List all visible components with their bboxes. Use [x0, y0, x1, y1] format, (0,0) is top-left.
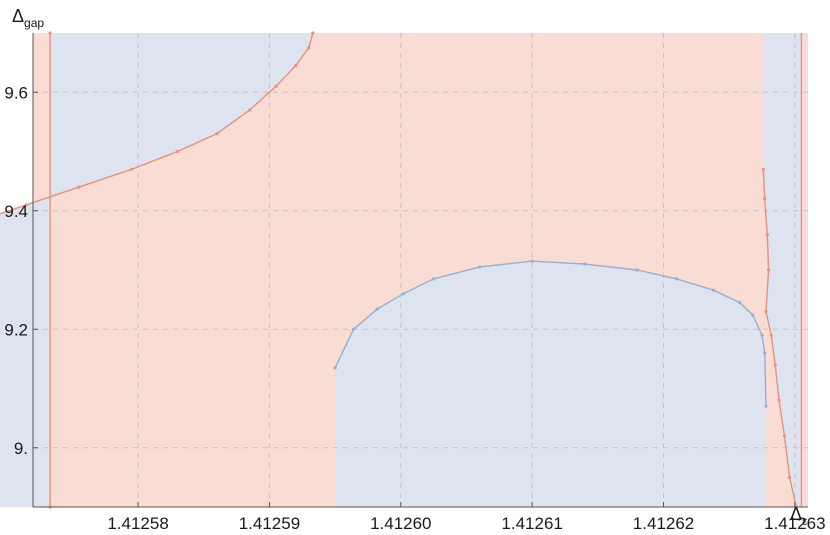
inner-left-curve-point-20	[307, 46, 311, 50]
x-axis-title-sub: ε	[802, 514, 808, 528]
island-boundary-point-14	[763, 351, 767, 355]
right-boundary-curve-point-1	[763, 197, 767, 201]
right-boundary-curve-point-5	[769, 333, 773, 337]
right-allowed-region	[763, 33, 802, 507]
island-boundary-point-8	[635, 268, 639, 272]
island-boundary-point-7	[583, 262, 587, 266]
inner-left-curve-point-13	[77, 185, 81, 189]
y-axis-title-main: Δ	[12, 6, 24, 26]
island-boundary-point-2	[375, 307, 379, 311]
inner-left-curve	[0, 32, 314, 215]
y-tick-label-2: 9.4	[4, 202, 28, 221]
y-ticks: 9. 9.2 9.4 9.6	[4, 83, 38, 458]
island-boundary-point-6	[530, 259, 534, 263]
island-boundary	[334, 260, 767, 407]
right-boundary-curve-point-4	[764, 309, 768, 314]
x-axis-title-main: Δ	[790, 504, 802, 524]
island-boundary-point-5	[478, 265, 482, 269]
inner-left-curve-point-14	[129, 167, 134, 171]
island-boundary-point-10	[711, 288, 716, 292]
left-boundary-line-point-0	[48, 31, 52, 35]
island-boundary-point-12	[751, 313, 755, 317]
left-allowed-region	[0, 33, 313, 507]
x-tick-label-3: 1.41261	[501, 514, 562, 533]
inner-left-curve-point-17	[248, 108, 252, 112]
right-boundary-curve-point-6	[773, 363, 777, 367]
x-ticks: 1.41258 1.41259 1.41260 1.41261 1.41262 1.412…	[107, 502, 826, 533]
y-tick-label-0: 9.	[14, 439, 28, 458]
right-boundary-curve-point-0	[761, 167, 765, 171]
regions	[0, 33, 802, 507]
y-tick-label-1: 9.2	[4, 320, 28, 339]
x-tick-label-0: 1.41258	[107, 514, 168, 533]
right-boundary-curve-point-3	[767, 268, 771, 272]
y-tick-label-3: 9.6	[4, 83, 28, 102]
x-axis-title: Δε	[790, 504, 808, 528]
central-allowed-island	[335, 261, 766, 507]
right-boundary-curve-point-2	[765, 232, 769, 237]
x-tick-label-5: 1.41263	[764, 514, 825, 533]
inner-left-curve-point-15	[175, 149, 180, 154]
inner-left-curve-point-18	[274, 84, 278, 88]
inner-left-curve-point-12	[24, 203, 28, 207]
island-boundary-point-11	[738, 301, 742, 305]
axes	[32, 33, 808, 508]
island-boundary-point-13	[760, 333, 764, 337]
inner-left-curve-point-19	[294, 64, 298, 68]
island-boundary-point-4	[432, 277, 436, 281]
right-boundary-curve-point-7	[777, 398, 781, 402]
y-axis-title-sub: gap	[24, 16, 44, 30]
x-tick-label-4: 1.41262	[633, 514, 694, 533]
island-boundary-point-15	[764, 404, 768, 408]
right-boundary-curve-point-8	[782, 434, 787, 438]
island-boundary-point-3	[401, 292, 405, 296]
boundary-curves	[0, 31, 803, 509]
x-tick-label-2: 1.41260	[370, 514, 431, 533]
island-boundary-point-0	[333, 366, 337, 370]
y-axis-title: Δgap	[12, 6, 44, 30]
right-boundary-curve-point-9	[788, 475, 792, 479]
x-tick-label-1: 1.41259	[239, 514, 300, 533]
inner-left-curve-point-16	[215, 132, 219, 136]
island-boundary-point-1	[351, 327, 356, 331]
island-boundary-point-9	[675, 277, 679, 281]
inner-left-curve-point-21	[311, 31, 315, 35]
